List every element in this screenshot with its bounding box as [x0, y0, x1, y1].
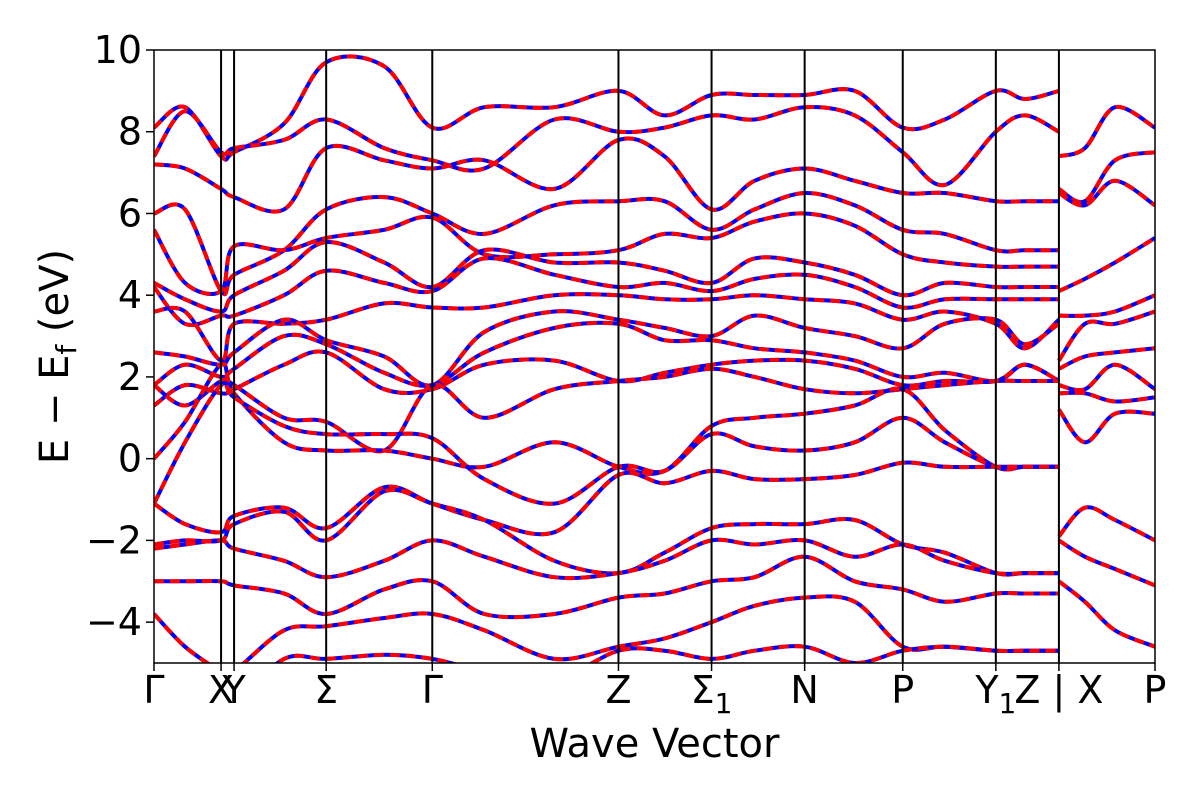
y-tick-label: 2: [118, 355, 142, 399]
band-line-b: [154, 256, 1059, 327]
band-line-b: [154, 54, 1060, 162]
band-line-b: [154, 105, 1060, 187]
x-tick-label: P: [1144, 668, 1167, 712]
band-line-b: [154, 136, 1059, 214]
bands-layer: [154, 54, 1155, 663]
y-tick-label: 10: [94, 28, 142, 72]
band-line-b: [1058, 236, 1155, 293]
band-line-b: [1057, 579, 1155, 649]
band-line-b: [154, 292, 1061, 363]
x-tick-label: P: [891, 668, 914, 712]
band-line-b: [154, 309, 1061, 388]
band-line-b: [154, 460, 1059, 537]
y-tick-label: −2: [86, 518, 142, 562]
x-tick-label: Γ: [143, 668, 164, 712]
band-line-b: [1057, 309, 1155, 362]
x-tick-label: Σ1: [691, 668, 733, 720]
band-line-b: [1058, 390, 1155, 404]
band-line-a: [154, 366, 1059, 454]
x-tick-label: Z: [605, 668, 631, 712]
band-line-b: [1057, 346, 1155, 371]
band-line-b: [1057, 538, 1155, 588]
band-line-b: [1057, 150, 1155, 205]
x-axis-label: Wave Vector: [530, 721, 781, 767]
y-axis-label-sub: f: [50, 344, 83, 355]
y-axis-label-main: E − E: [32, 355, 78, 465]
band-line-a: [1057, 505, 1155, 543]
y-tick-label: 0: [118, 437, 142, 481]
band-line-a: [274, 644, 1059, 663]
y-tick-label: 8: [118, 110, 142, 154]
y-tick-label: 4: [118, 273, 142, 317]
band-line-b: [1058, 293, 1155, 318]
band-line-b: [1058, 104, 1155, 159]
band-line-b: [154, 190, 1059, 297]
x-tick-label: Γ: [422, 668, 443, 712]
band-line-a: [1057, 408, 1155, 445]
x-tick-label: Z | X: [1014, 668, 1103, 713]
band-line-a: [154, 349, 1060, 408]
band-line-b: [154, 240, 1059, 314]
x-tick-label: Y1: [974, 668, 1016, 720]
band-line-b: [1057, 178, 1155, 208]
y-axis-label-unit: (eV): [32, 249, 78, 345]
band-line-a: [154, 554, 1059, 620]
band-line-b: [1057, 505, 1155, 543]
band-line-b: [154, 211, 1059, 296]
y-tick-label: −4: [86, 600, 142, 644]
band-line-a: [154, 54, 1060, 162]
plot-frame: [153, 49, 1156, 664]
x-tick-label: X: [208, 668, 234, 712]
band-line-a: [1057, 538, 1155, 588]
x-tick-label: Σ: [314, 668, 338, 712]
band-line-b: [1057, 408, 1155, 445]
y-ticks: −4 −2 0 2 4 6 8 10: [86, 28, 154, 644]
band-line-b: [154, 554, 1059, 620]
band-line-b: [154, 380, 1059, 506]
x-tick-label: Y: [221, 668, 246, 712]
band-line-a: [154, 211, 1059, 296]
band-line-b: [154, 366, 1059, 454]
y-axis-label: E − Ef (eV): [32, 249, 83, 464]
x-tick-label: N: [790, 668, 818, 712]
y-tick-label: 6: [118, 191, 142, 235]
band-line-a: [1058, 362, 1155, 393]
kpoint-lines: [220, 50, 1060, 663]
band-line-b: [154, 320, 1060, 388]
